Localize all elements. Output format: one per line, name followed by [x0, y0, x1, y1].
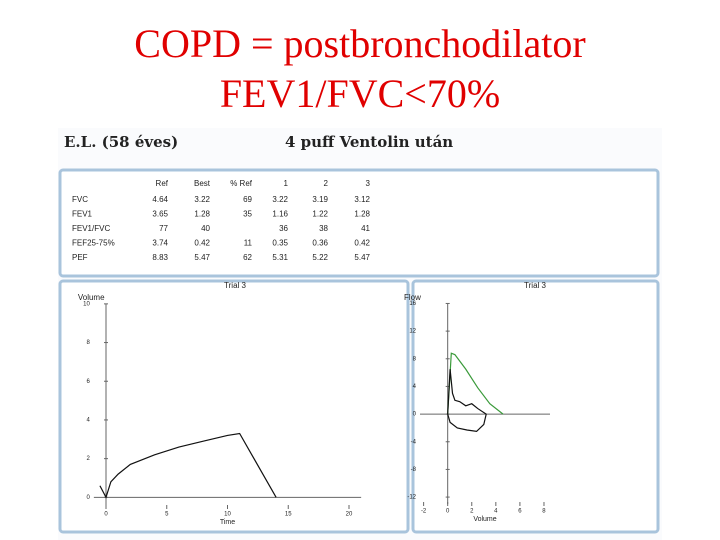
y-tick-label: 16	[409, 301, 416, 307]
row-label: FEF25-75%	[72, 239, 115, 248]
x-tick-label: 6	[518, 509, 522, 515]
column-header: Best	[194, 179, 211, 188]
cell: 1.22	[312, 210, 328, 219]
patient: E.L. (58 éves)	[64, 133, 178, 151]
cell: 11	[244, 239, 253, 248]
cell: 5.22	[312, 253, 328, 262]
x-axis-label: Time	[220, 519, 235, 526]
y-axis-label: Flow	[404, 293, 421, 302]
y-tick-label: 0	[413, 412, 417, 418]
curve	[447, 352, 504, 415]
cell: 1.28	[354, 210, 370, 219]
y-tick-label: -4	[411, 439, 417, 445]
cell: 3.74	[152, 239, 168, 248]
cell: 0.42	[194, 239, 210, 248]
x-tick-label: 4	[494, 509, 498, 515]
cell: 0.42	[354, 239, 370, 248]
note: 4 puff Ventolin után	[285, 133, 453, 151]
cell: 8.83	[152, 253, 168, 262]
column-header: 2	[324, 179, 329, 188]
column-header: 3	[366, 179, 371, 188]
y-tick-label: 4	[413, 384, 417, 390]
x-tick-label: 15	[285, 512, 292, 518]
x-tick-label: 2	[470, 509, 474, 515]
x-tick-label: 0	[104, 512, 108, 518]
cell: 41	[361, 224, 370, 233]
cell: 77	[159, 224, 168, 233]
y-tick-label: 10	[83, 301, 90, 307]
y-tick-label: -8	[411, 467, 417, 473]
cell: 1.28	[194, 210, 210, 219]
y-tick-label: 0	[87, 495, 91, 501]
x-axis-label: Volume	[473, 516, 496, 523]
cell: 38	[319, 224, 328, 233]
curve	[99, 432, 277, 499]
column-header: Ref	[156, 179, 169, 188]
x-tick-label: 20	[346, 512, 353, 518]
x-tick-label: 8	[542, 509, 546, 515]
y-tick-label: 2	[87, 456, 91, 462]
cell: 0.36	[312, 239, 328, 248]
x-tick-label: 5	[165, 512, 169, 518]
cell: 5.47	[194, 253, 210, 262]
chart-panel	[411, 279, 660, 534]
row-label: PEF	[72, 253, 88, 262]
cell: 62	[243, 253, 252, 262]
chart-title: Trial 3	[524, 281, 546, 290]
cell: 4.64	[152, 195, 168, 204]
y-tick-label: 12	[409, 329, 416, 335]
column-header: 1	[284, 179, 289, 188]
y-axis-label: Volume	[78, 293, 105, 302]
cell: 40	[201, 224, 210, 233]
cell: 36	[279, 224, 288, 233]
row-label: FVC	[72, 195, 88, 204]
cell: 5.31	[272, 253, 288, 262]
y-tick-label: 8	[413, 356, 417, 362]
row-label: FEV1/FVC	[72, 224, 110, 233]
cell: 1.16	[272, 210, 288, 219]
cell: 0.35	[272, 239, 288, 248]
y-tick-label: 8	[87, 340, 91, 346]
slide-title: FEV1/FVC<70%	[219, 71, 501, 116]
x-tick-label: -2	[421, 509, 427, 515]
cell: 3.19	[312, 195, 328, 204]
y-tick-label: -12	[407, 495, 416, 501]
x-tick-label: 10	[224, 512, 231, 518]
slide-title: COPD = postbronchodilator	[134, 21, 586, 66]
y-tick-label: 6	[87, 379, 91, 385]
x-tick-label: 0	[446, 509, 450, 515]
cell: 35	[243, 210, 252, 219]
cell: 3.12	[354, 195, 370, 204]
table-panel	[58, 168, 660, 278]
curve	[447, 369, 487, 433]
cell: 69	[243, 195, 252, 204]
row-label: FEV1	[72, 210, 93, 219]
chart-panel	[58, 279, 410, 534]
cell: 3.22	[272, 195, 288, 204]
cell: 5.47	[354, 253, 370, 262]
cell: 3.65	[152, 210, 168, 219]
column-header: % Ref	[230, 179, 253, 188]
y-tick-label: 4	[87, 418, 91, 424]
chart-title: Trial 3	[224, 281, 246, 290]
cell: 3.22	[194, 195, 210, 204]
